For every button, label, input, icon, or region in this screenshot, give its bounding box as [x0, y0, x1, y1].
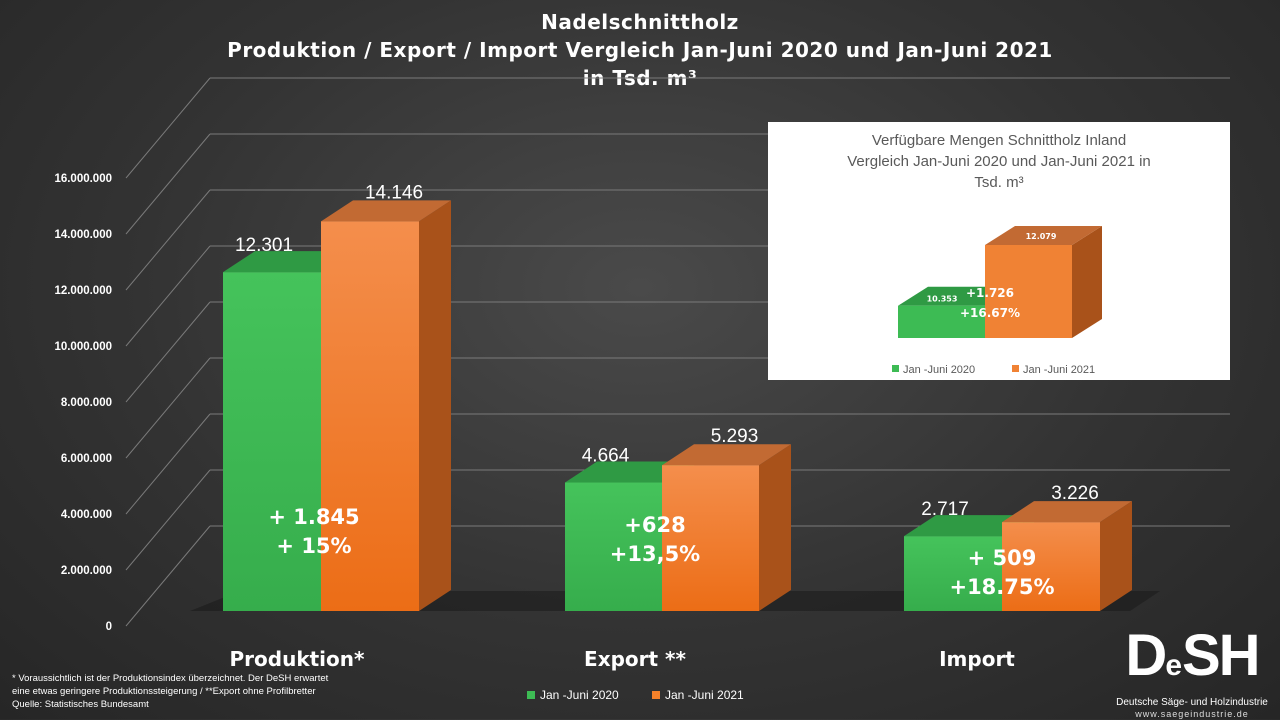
bar-1-1-front [662, 465, 759, 611]
chart-title: Nadelschnittholz Produktion / Export / I… [0, 8, 1280, 92]
bar-1-1-top [662, 444, 791, 466]
inset-title-line-1: Verfügbare Mengen Schnittholz Inland [871, 132, 1127, 149]
logo-mark: DeSH [1125, 623, 1260, 688]
bar-2-1-top [1002, 501, 1132, 523]
gridline-diag [125, 525, 211, 627]
legend-label-2020: Jan -Juni 2020 [540, 688, 619, 702]
gridline-diag [125, 301, 211, 403]
inset-bar-1 [985, 226, 1102, 338]
inset-title-line-2: Vergleich Jan-Juni 2020 und Jan-Juni 202… [847, 153, 1151, 170]
bar-0-1-side [419, 200, 451, 612]
y-tick-label: 16.000.000 [54, 173, 112, 185]
bar-2-1-side [1100, 501, 1132, 611]
inset-legend-swatch-2020 [892, 365, 899, 372]
gridline-diag [125, 189, 211, 291]
inset-data-label: 10.353 [927, 295, 958, 304]
change-annotation-percent: +18.75% [949, 575, 1054, 599]
category-label: Import [939, 647, 1015, 671]
y-tick-label: 14.000.000 [54, 229, 112, 241]
bar-1-0-front [565, 482, 662, 611]
inset-title-line-3: Tsd. m³ [974, 174, 1024, 191]
bar-0-0-top [223, 251, 353, 273]
logo-url: www.saegeindustrie.de [1135, 709, 1249, 719]
y-tick-label: 4.000.000 [61, 509, 112, 521]
data-label: 12.301 [235, 235, 293, 256]
bar-1-1-side [759, 444, 791, 611]
gridline-diag [125, 133, 211, 235]
y-tick-label: 8.000.000 [61, 397, 112, 409]
category-label: Export ** [584, 647, 686, 671]
legend: Jan -Juni 2020 Jan -Juni 2021 [527, 688, 744, 702]
bar-0-1-top [321, 200, 451, 222]
data-label: 3.226 [1051, 483, 1099, 504]
gridline-diag [125, 245, 211, 347]
inset-legend: Jan -Juni 2020 Jan -Juni 2021 [892, 364, 1095, 376]
y-tick-label: 10.000.000 [54, 341, 112, 353]
bar-0-1-front [321, 221, 419, 612]
legend-swatch-2021 [652, 691, 660, 699]
inset-change-annotation-percent: +16.67% [960, 306, 1020, 320]
change-annotation: + 509 [968, 546, 1037, 570]
inset-change-annotation: +1.726 [966, 286, 1014, 300]
inset-bar-1-front [985, 245, 1072, 338]
bar-0-0-front [223, 272, 321, 611]
y-tick-label: 6.000.000 [61, 453, 112, 465]
inset-chart-panel: Verfügbare Mengen Schnittholz Inland Ver… [768, 122, 1230, 380]
desh-logo: DeSH Deutsche Säge- und Holzindustrie ww… [1112, 623, 1272, 720]
inset-title: Verfügbare Mengen Schnittholz Inland Ver… [768, 130, 1230, 193]
title-line-2: Produktion / Export / Import Vergleich J… [227, 38, 1053, 62]
bar-1-0-top [565, 461, 694, 483]
change-annotation: + 1.845 [268, 505, 359, 529]
bar-2-0-front [904, 536, 1002, 611]
data-label: 5.293 [711, 426, 759, 447]
inset-legend-label-2020: Jan -Juni 2020 [903, 364, 975, 376]
data-label: 2.717 [921, 499, 969, 520]
change-annotation: +628 [624, 513, 685, 537]
y-tick-label: 12.000.000 [54, 285, 112, 297]
bar-2-1-front [1002, 522, 1100, 611]
bar-0-1 [321, 200, 451, 612]
gridline-diag [125, 413, 211, 515]
legend-label-2021: Jan -Juni 2021 [665, 688, 744, 702]
inset-bar-0-front [898, 305, 985, 338]
bar-2-0-top [904, 515, 1034, 537]
inset-data-label: 12.079 [1026, 232, 1057, 241]
gridline-diag [125, 357, 211, 459]
bar-2-1 [1002, 501, 1132, 611]
inset-legend-swatch-2021 [1012, 365, 1019, 372]
gridline-diag [125, 469, 211, 571]
footnote-line-3: Quelle: Statistisches Bundesamt [12, 699, 149, 710]
footnote: * Voraussichtlich ist der Produktionsind… [12, 672, 432, 711]
inset-bar-1-side [1072, 226, 1102, 338]
data-label: 14.146 [365, 182, 423, 203]
footnote-line-2: eine etwas geringere Produktionssteigeru… [12, 686, 316, 697]
y-tick-label: 0 [106, 621, 112, 633]
title-line-1: Nadelschnittholz [541, 10, 739, 34]
legend-swatch-2020 [527, 691, 535, 699]
gridline-diag [125, 77, 211, 179]
category-label: Produktion* [230, 647, 366, 671]
y-tick-label: 2.000.000 [61, 565, 112, 577]
footnote-line-1: * Voraussichtlich ist der Produktionsind… [12, 673, 329, 684]
bar-1-1 [662, 444, 791, 611]
change-annotation-percent: +13,5% [610, 542, 700, 566]
inset-bar-1-top [985, 226, 1102, 245]
change-annotation-percent: + 15% [276, 534, 351, 558]
inset-legend-label-2021: Jan -Juni 2021 [1023, 364, 1095, 376]
logo-subtitle: Deutsche Säge- und Holzindustrie [1116, 697, 1268, 708]
data-label: 4.664 [582, 446, 630, 467]
